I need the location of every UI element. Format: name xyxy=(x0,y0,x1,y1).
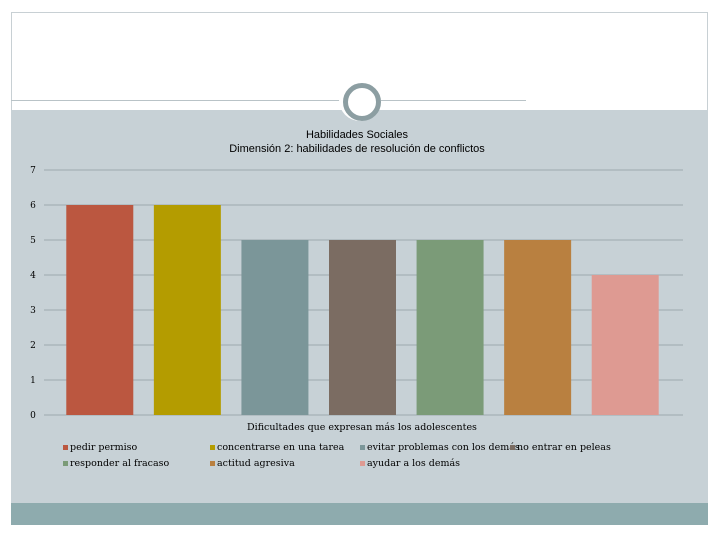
legend-label-1: concentrarse en una tarea xyxy=(217,442,345,453)
x-axis-label: Dificultades que expresan más los adoles… xyxy=(247,422,477,433)
bar-2 xyxy=(241,240,309,415)
y-tick-label-0: 0 xyxy=(30,411,36,421)
legend-label-6: ayudar a los demás xyxy=(367,458,460,469)
legend-label-2: evitar problemas con los demás xyxy=(367,442,520,453)
bar-6 xyxy=(591,275,659,415)
header-divider xyxy=(11,100,526,101)
y-tick-label-1: 1 xyxy=(30,376,36,386)
legend-swatch-6 xyxy=(360,461,365,466)
legend-label-4: responder al fracaso xyxy=(70,458,170,469)
legend-swatch-2 xyxy=(360,445,365,450)
legend-swatch-3 xyxy=(510,445,515,450)
y-axis-ticks: 0 1 2 3 4 5 6 7 xyxy=(30,166,36,421)
y-tick-label-6: 6 xyxy=(30,201,36,211)
bar-3 xyxy=(329,240,396,415)
chart-title: Habilidades Sociales xyxy=(306,129,409,141)
bars xyxy=(66,205,659,415)
y-tick-label-5: 5 xyxy=(30,236,36,246)
bar-0 xyxy=(66,205,134,415)
legend: pedir permiso concentrarse en una tarea ev… xyxy=(63,442,611,469)
ring-ornament-icon xyxy=(343,83,381,121)
bar-1 xyxy=(153,205,221,415)
footer-band xyxy=(11,503,708,525)
legend-swatch-5 xyxy=(210,461,215,466)
y-tick-label-7: 7 xyxy=(30,166,36,176)
y-tick-label-4: 4 xyxy=(30,271,36,281)
y-tick-label-3: 3 xyxy=(30,306,36,316)
bar-4 xyxy=(416,240,484,415)
legend-swatch-0 xyxy=(63,445,68,450)
chart-subtitle: Dimensión 2: habilidades de resolución d… xyxy=(229,143,485,155)
legend-label-0: pedir permiso xyxy=(70,442,138,453)
legend-label-3: no entrar en peleas xyxy=(517,442,611,453)
legend-label-5: actitud agresiva xyxy=(217,458,295,469)
legend-swatch-1 xyxy=(210,445,215,450)
y-tick-label-2: 2 xyxy=(30,341,36,351)
bar-5 xyxy=(504,240,572,415)
legend-swatch-4 xyxy=(63,461,68,466)
